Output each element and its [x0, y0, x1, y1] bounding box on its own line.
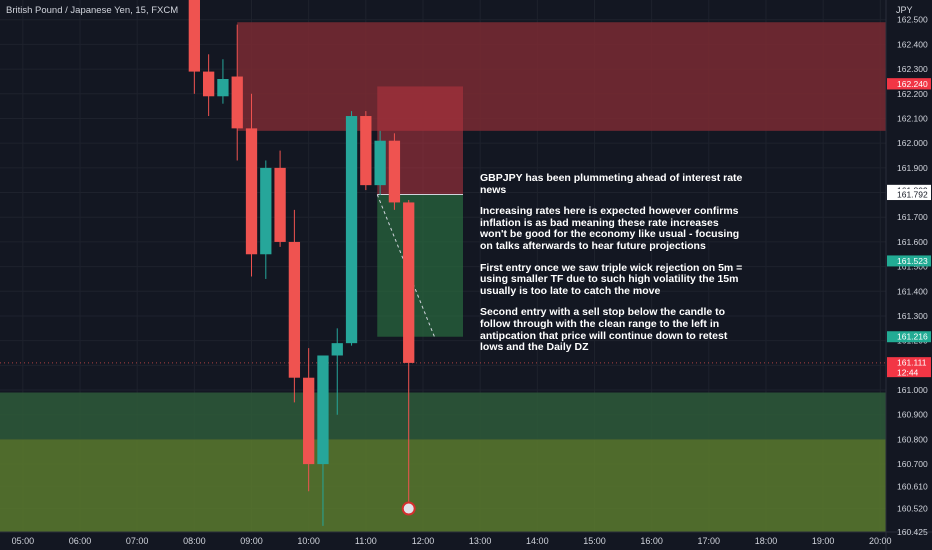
price-badge-3 [887, 189, 931, 201]
annotation-paragraph-4: Second entry with a sell stop below the … [480, 306, 728, 354]
candle-body-15 [403, 202, 415, 363]
y-tick-label-21: 160.425 [897, 527, 928, 537]
x-tick-label-4: 09:00 [240, 536, 263, 546]
x-tick-label-7: 12:00 [412, 536, 435, 546]
price-badge-4 [887, 255, 931, 267]
candle-body-10 [331, 343, 343, 356]
x-tick-label-3: 08:00 [183, 536, 206, 546]
candle-body-9 [317, 355, 329, 465]
x-tick-label-2: 07:00 [126, 536, 149, 546]
y-tick-label-1: 162.400 [897, 39, 928, 49]
annotation-paragraph-3: First entry once we saw triple wick reje… [480, 261, 743, 297]
annotation-text: GBPJPY has been plummeting ahead of inte… [480, 172, 745, 364]
price-badge-6 [887, 357, 931, 378]
x-tick-label-0: 05:00 [12, 536, 35, 546]
y-tick-label-9: 161.600 [897, 237, 928, 247]
candle-body-7 [288, 241, 301, 378]
y-tick-label-8: 161.700 [897, 212, 928, 222]
event-marker-icon [401, 501, 416, 516]
y-tick-label-0: 162.500 [897, 15, 928, 25]
y-tick-label-5: 162.000 [897, 138, 928, 148]
x-tick-label-10: 15:00 [583, 536, 606, 546]
y-tick-label-2: 162.300 [897, 64, 928, 74]
candle-body-11 [345, 116, 358, 344]
candle-body-6 [274, 167, 286, 242]
candle-body-2 [217, 78, 229, 97]
y-tick-label-10: 161.500 [897, 262, 928, 272]
zone-2 [0, 439, 886, 532]
price-badge-label-4: 161.523 [897, 256, 928, 266]
y-tick-label-12: 161.300 [897, 311, 928, 321]
candle-body-3 [231, 76, 243, 129]
chart-title: British Pound / Japanese Yen, 15, FXCM [6, 5, 179, 16]
annotation-paragraph-1: GBPJPY has been plummeting ahead of inte… [480, 172, 743, 196]
annotation-paragraph-2: Increasing rates here is expected howeve… [480, 205, 740, 252]
x-tick-label-8: 13:00 [469, 536, 492, 546]
y-tick-label-16: 160.900 [897, 410, 928, 420]
candle-body-14 [388, 140, 401, 203]
candle-body-4 [245, 128, 258, 255]
position-reward-0 [377, 194, 464, 337]
y-tick-label-15: 161.000 [897, 385, 928, 395]
price-badge-label-6: 161.111 [897, 358, 927, 368]
price-badge-label-3: 161.792 [897, 190, 928, 200]
price-badge-label-5: 161.216 [897, 332, 928, 342]
zone-0 [237, 22, 886, 131]
position-path-0 [376, 194, 435, 337]
y-tick-label-18: 160.700 [897, 459, 928, 469]
x-tick-label-6: 11:00 [355, 536, 377, 546]
y-tick-label-3: 162.200 [897, 89, 928, 99]
candle-body-1 [202, 71, 215, 97]
price-axis-bg [886, 0, 932, 550]
time-axis-bg [0, 532, 932, 550]
y-tick-label-6: 161.900 [897, 163, 928, 173]
x-tick-label-11: 16:00 [640, 536, 663, 546]
x-tick-label-5: 10:00 [297, 536, 320, 546]
x-tick-label-9: 14:00 [526, 536, 549, 546]
x-tick-label-12: 17:00 [698, 536, 721, 546]
y-tick-label-19: 160.610 [897, 481, 928, 491]
price-badge-time-6: 12:44 [897, 368, 919, 378]
price-badge-1 [887, 78, 931, 90]
zone-1 [0, 392, 886, 440]
currency-label: JPY [896, 5, 913, 15]
y-tick-label-20: 160.520 [897, 504, 928, 514]
candle-body-12 [360, 116, 372, 186]
x-tick-label-14: 19:00 [812, 536, 835, 546]
candle-body-8 [303, 377, 315, 465]
x-tick-label-15: 20:00 [869, 536, 892, 546]
candle-body-13 [374, 140, 386, 186]
y-tick-label-4: 162.100 [897, 113, 928, 123]
price-badge-label-1: 162.240 [897, 79, 928, 89]
x-tick-label-13: 18:00 [755, 536, 778, 546]
y-tick-label-17: 160.800 [897, 434, 928, 444]
price-badge-5 [887, 331, 931, 343]
candle-body-5 [260, 167, 272, 255]
y-tick-label-11: 161.400 [897, 286, 928, 296]
candle-body-0 [188, 0, 200, 72]
x-tick-label-1: 06:00 [69, 536, 92, 546]
